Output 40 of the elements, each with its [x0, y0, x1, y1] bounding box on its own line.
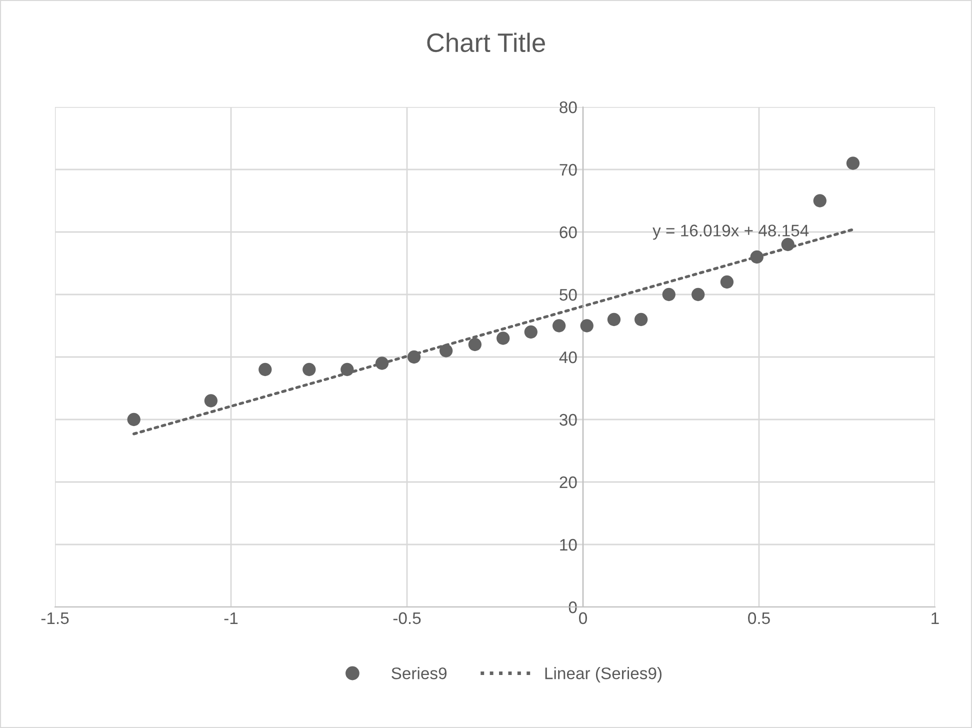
legend-label: Series9: [392, 667, 447, 680]
point: [302, 362, 316, 376]
point: [692, 288, 705, 302]
point: [634, 312, 648, 326]
point: [258, 362, 272, 376]
x-tick-label: 1: [932, 612, 939, 624]
point: [340, 362, 354, 376]
y-tick-label: 10: [560, 538, 577, 551]
point: [524, 325, 538, 339]
point: [781, 238, 794, 252]
chart-title: Chart Title: [427, 32, 545, 52]
legend-label: Linear (Series9): [545, 667, 662, 683]
point: [662, 288, 676, 302]
y-tick-label: 60: [560, 226, 577, 238]
point: [496, 332, 510, 345]
point: [204, 394, 218, 408]
point: [813, 194, 826, 208]
point: [439, 344, 453, 358]
point: [375, 356, 389, 370]
point: [720, 275, 734, 289]
point: [407, 350, 421, 364]
point: [552, 319, 566, 332]
point: [750, 250, 764, 264]
point: [127, 412, 140, 426]
y-tick-label: 20: [560, 476, 577, 488]
y-tick-label: 40: [559, 351, 577, 364]
y-tick-label: 70: [560, 164, 577, 176]
x-tick-label: 0: [579, 612, 587, 624]
x-tick-label: -1: [224, 612, 238, 624]
x-tick-label: 0.5: [748, 612, 770, 624]
point: [468, 338, 482, 352]
x-tick-label: -1.5: [41, 612, 69, 624]
x-tick-label: -0.5: [393, 612, 421, 624]
point: [846, 156, 860, 170]
y-tick-label: 80: [560, 101, 577, 114]
annotation: y = 16.019x + 48.154: [652, 224, 809, 240]
y-tick-label: 50: [560, 288, 577, 301]
y-tick-label: 30: [560, 414, 577, 426]
point: [580, 319, 594, 332]
point: [607, 312, 621, 326]
